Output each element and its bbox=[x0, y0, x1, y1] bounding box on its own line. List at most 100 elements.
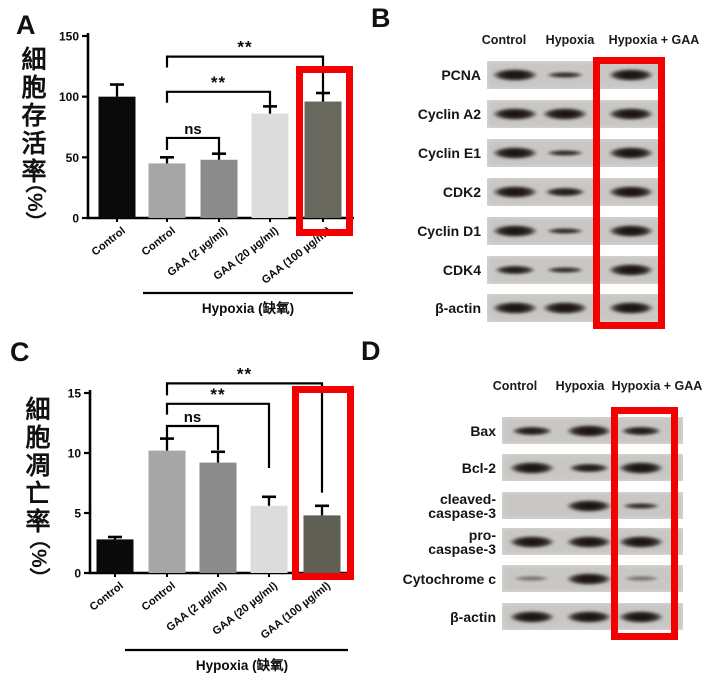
blot-row-label: CDK4 bbox=[368, 254, 481, 286]
blot-band bbox=[502, 533, 561, 550]
panel-a-y-axis-title: 細胞存活率 bbox=[18, 46, 46, 186]
lane-header: Control bbox=[492, 379, 538, 393]
blot-row-label: Cyclin A2 bbox=[368, 98, 481, 130]
panel-c-y-axis-unit: （%） bbox=[27, 528, 50, 589]
blot-band bbox=[602, 223, 661, 239]
blot-band bbox=[540, 227, 589, 235]
blot-strip bbox=[502, 492, 683, 519]
bar bbox=[250, 505, 288, 573]
y-tick-label: 15 bbox=[68, 387, 82, 401]
blot-band bbox=[486, 300, 545, 316]
significance-label: ns bbox=[184, 121, 202, 138]
significance-bracket bbox=[165, 382, 324, 493]
blot-row-label-line: Bcl-2 bbox=[461, 459, 496, 476]
blot-row-label-line: caspase-3 bbox=[428, 504, 496, 521]
blot-band bbox=[559, 570, 618, 587]
highlight-box-d bbox=[611, 407, 678, 640]
bar bbox=[148, 450, 186, 573]
blot-band bbox=[559, 608, 618, 625]
blot-row-label: Cyclin D1 bbox=[368, 215, 481, 247]
bar bbox=[304, 101, 342, 218]
blot-band bbox=[602, 106, 661, 122]
bar bbox=[199, 462, 237, 573]
significance-bracket bbox=[165, 90, 272, 107]
blot-row-label: β-actin bbox=[378, 601, 496, 632]
blot-band bbox=[489, 264, 542, 276]
blot-band bbox=[612, 459, 671, 476]
lane-header: Hypoxia + GAA bbox=[611, 379, 703, 393]
blot-row-label-line: cleaved- bbox=[439, 490, 496, 507]
significance-label: ** bbox=[210, 385, 225, 404]
blot-band bbox=[486, 145, 545, 161]
significance-label: ns bbox=[184, 409, 202, 426]
panel-b-letter: B bbox=[371, 3, 391, 33]
y-tick-label: 150 bbox=[59, 30, 79, 44]
blot-band bbox=[602, 262, 661, 278]
lane-header: Hypoxia bbox=[545, 33, 595, 47]
blot-row-label: PCNA bbox=[368, 59, 481, 91]
blot-row-label: Cytochrome c bbox=[378, 563, 496, 594]
blot-row-label-line: β-actin bbox=[435, 300, 481, 316]
blot-band bbox=[509, 575, 555, 582]
blot-row-label-line: CDK4 bbox=[442, 262, 481, 278]
blot-row-label: Bax bbox=[378, 415, 496, 446]
blot-band bbox=[615, 424, 668, 437]
bar bbox=[98, 96, 136, 218]
y-tick-label: 100 bbox=[59, 90, 79, 104]
blot-band bbox=[602, 300, 661, 316]
bar bbox=[251, 113, 289, 218]
blot-band bbox=[540, 149, 589, 157]
blot-row-label: pro-caspase-3 bbox=[378, 526, 496, 557]
significance-bracket bbox=[165, 55, 325, 94]
blot-band bbox=[502, 608, 561, 625]
blot-band bbox=[602, 184, 661, 200]
blot-band bbox=[535, 106, 594, 122]
blot-band bbox=[502, 459, 561, 476]
blot-row-label: β-actin bbox=[368, 292, 481, 324]
blot-band bbox=[562, 461, 615, 474]
bar bbox=[200, 159, 238, 218]
group-label: Hypoxia (缺氧) bbox=[202, 300, 294, 316]
panel-d-letter: D bbox=[361, 336, 381, 366]
blot-band bbox=[486, 106, 545, 122]
blot-row-label-line: CDK2 bbox=[442, 184, 481, 200]
blot-band bbox=[602, 67, 661, 83]
blot-band bbox=[535, 300, 594, 316]
blot-row-label-line: Cytochrome c bbox=[402, 570, 496, 587]
blot-row-label-line: PCNA bbox=[441, 67, 481, 83]
blot-band bbox=[540, 266, 589, 274]
blot-band bbox=[559, 422, 618, 439]
blot-strip bbox=[502, 417, 683, 444]
blot-row-label-line: Cyclin A2 bbox=[417, 106, 481, 122]
blot-row-label-line: Bax bbox=[470, 422, 496, 439]
blot-row-label: Bcl-2 bbox=[378, 452, 496, 483]
blot-row-label: Cyclin E1 bbox=[368, 137, 481, 169]
lane-header: Hypoxia + GAA bbox=[608, 33, 700, 47]
blot-strip bbox=[502, 565, 683, 592]
lane-header: Hypoxia bbox=[555, 379, 605, 393]
significance-label: ** bbox=[237, 364, 252, 383]
significance-label: ** bbox=[211, 73, 226, 92]
significance-bracket bbox=[165, 136, 221, 155]
blot-strip bbox=[487, 256, 664, 284]
panel-a-letter: A bbox=[16, 10, 36, 40]
lane-header: Control bbox=[481, 33, 527, 47]
blot-strip bbox=[486, 178, 664, 206]
blot-band bbox=[559, 497, 618, 514]
y-tick-label: 10 bbox=[68, 447, 82, 461]
bar bbox=[96, 539, 134, 573]
blot-strip bbox=[502, 603, 683, 630]
highlight-box-c bbox=[292, 386, 354, 580]
blot-row-label: CDK2 bbox=[368, 176, 481, 208]
blot-band bbox=[486, 223, 545, 239]
y-tick-label: 50 bbox=[66, 151, 80, 165]
panel-c-letter: C bbox=[10, 337, 30, 367]
blot-row-label-line: Cyclin E1 bbox=[417, 145, 481, 161]
blot-band bbox=[540, 71, 589, 79]
y-tick-label: 0 bbox=[72, 212, 79, 226]
blot-strip bbox=[486, 61, 664, 89]
blot-band bbox=[612, 533, 671, 550]
